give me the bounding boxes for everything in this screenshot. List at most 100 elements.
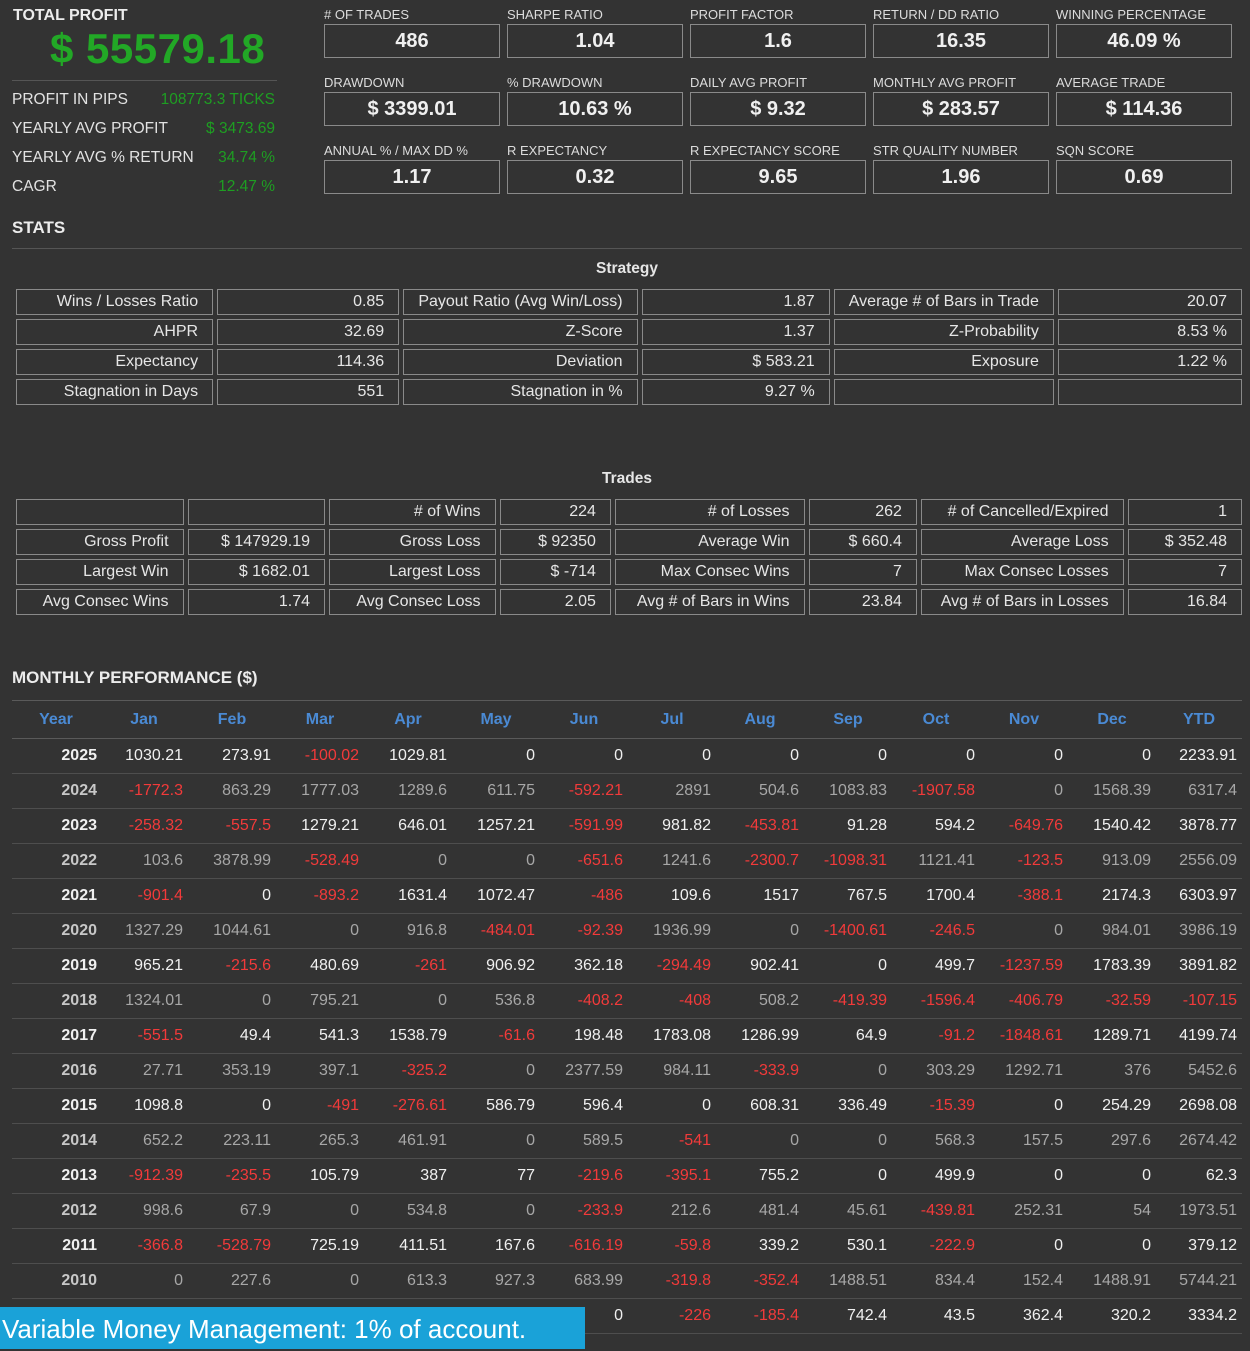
month-value-cell: 1121.41 <box>892 843 980 879</box>
month-value-cell: 795.21 <box>276 983 364 1019</box>
month-value-cell: -59.8 <box>628 1228 716 1264</box>
month-value-cell: 984.01 <box>1068 913 1156 949</box>
stat-value: 114.36 <box>217 349 400 375</box>
month-value-cell: 54 <box>1068 1193 1156 1229</box>
stat-label: Largest Win <box>16 559 184 585</box>
stat-label: # of Wins <box>329 499 496 525</box>
year-cell: 2022 <box>12 843 100 879</box>
metric-value: 46.09 % <box>1056 24 1232 58</box>
month-value-cell: -246.5 <box>892 913 980 949</box>
month-value-cell: 1568.39 <box>1068 773 1156 809</box>
month-value-cell: -333.9 <box>716 1053 804 1089</box>
month-value-cell: 198.48 <box>540 1018 628 1054</box>
month-value-cell: 0 <box>188 878 276 914</box>
monthly-performance-table: Year Jan Feb Mar Apr May Jun Jul Aug Sep Oct Nov Dec… <box>12 700 1242 1334</box>
metric-monthly-avg-profit: MONTHLY AVG PROFIT $ 283.57 <box>873 75 1049 126</box>
table-row: 2016 27.71 353.19 397.1 -325.2 0 2377.59 984.11… <box>12 1053 1242 1089</box>
summary-value: 34.74 % <box>218 149 275 166</box>
month-value-cell: 1286.99 <box>716 1018 804 1054</box>
month-value-cell: 212.6 <box>628 1193 716 1229</box>
metric-value: 10.63 % <box>507 92 683 126</box>
metric-value: $ 3399.01 <box>324 92 500 126</box>
month-value-cell: 1936.99 <box>628 913 716 949</box>
month-value-cell: 0 <box>452 1123 540 1159</box>
stat-value: 23.84 <box>808 589 917 615</box>
stat-value <box>187 499 325 525</box>
metric-value: 1.6 <box>690 24 866 58</box>
stat-label: # of Losses <box>614 499 805 525</box>
month-value-cell: 397.1 <box>276 1053 364 1089</box>
column-header: Aug <box>716 700 804 739</box>
column-header: May <box>452 700 540 739</box>
month-value-cell: 1973.51 <box>1156 1193 1242 1229</box>
metric-value: 1.04 <box>507 24 683 58</box>
month-value-cell: 1488.91 <box>1068 1263 1156 1299</box>
table-row: 2012 998.6 67.9 0 534.8 0 -233.9 212.6 481.4 45.6… <box>12 1193 1242 1229</box>
stat-value: 1.74 <box>187 589 325 615</box>
month-value-cell: 1257.21 <box>452 808 540 844</box>
column-header: Jul <box>628 700 716 739</box>
month-value-cell: 362.18 <box>540 948 628 984</box>
month-value-cell: 0 <box>100 1263 188 1299</box>
metric-average-trade: AVERAGE TRADE $ 114.36 <box>1056 75 1232 126</box>
month-value-cell: 0 <box>276 913 364 949</box>
stat-value: $ 92350 <box>499 529 611 555</box>
month-value-cell: 0 <box>980 1158 1068 1194</box>
metric-label: R EXPECTANCY <box>507 143 608 158</box>
stat-label: Largest Loss <box>329 559 496 585</box>
month-value-cell: 0 <box>716 738 804 774</box>
month-value-cell: 0 <box>892 738 980 774</box>
metric-return-dd-ratio: RETURN / DD RATIO 16.35 <box>873 7 1049 58</box>
month-value-cell: 223.11 <box>188 1123 276 1159</box>
stat-label: AHPR <box>16 319 214 345</box>
stat-value: 224 <box>499 499 611 525</box>
table-row: 2024 -1772.3 863.29 1777.03 1289.6 611.75 -592… <box>12 773 1242 809</box>
metric-r-expectancy: R EXPECTANCY 0.32 <box>507 143 683 194</box>
strategy-table: Wins / Losses Ratio 0.85 Payout Ratio (Avg… <box>12 285 1246 409</box>
year-cell: 2020 <box>12 913 100 949</box>
month-value-cell: 109.6 <box>628 878 716 914</box>
month-value-cell: -366.8 <box>100 1228 188 1264</box>
month-value-cell: 265.3 <box>276 1123 364 1159</box>
month-value-cell: 1783.39 <box>1068 948 1156 984</box>
month-value-cell: -912.39 <box>100 1158 188 1194</box>
month-value-cell: 998.6 <box>100 1193 188 1229</box>
stat-label: Deviation <box>403 349 638 375</box>
month-value-cell: 0 <box>364 983 452 1019</box>
divider <box>12 248 1242 249</box>
month-value-cell: -551.5 <box>100 1018 188 1054</box>
month-value-cell: 6317.4 <box>1156 773 1242 809</box>
month-value-cell: 0 <box>452 1193 540 1229</box>
metric-str-quality-number: STR QUALITY NUMBER 1.96 <box>873 143 1049 194</box>
stat-value: 2.05 <box>499 589 611 615</box>
trades-row: # of Wins 224 # of Losses 262 # of Cancelled… <box>16 499 1242 525</box>
month-value-cell: -1907.58 <box>892 773 980 809</box>
month-value-cell: 91.28 <box>804 808 892 844</box>
stat-label: Avg # of Bars in Losses <box>920 589 1124 615</box>
month-value-cell: 5452.6 <box>1156 1053 1242 1089</box>
trades-row: Largest Win $ 1682.01 Largest Loss $ -714 Ma… <box>16 559 1242 585</box>
month-value-cell: 0 <box>276 1193 364 1229</box>
month-value-cell: -233.9 <box>540 1193 628 1229</box>
month-value-cell: 1540.42 <box>1068 808 1156 844</box>
column-header: Oct <box>892 700 980 739</box>
metric-winning-percentage: WINNING PERCENTAGE 46.09 % <box>1056 7 1232 58</box>
year-cell: 2021 <box>12 878 100 914</box>
month-value-cell: 379.12 <box>1156 1228 1242 1264</box>
month-value-cell: 2174.3 <box>1068 878 1156 914</box>
month-value-cell: 1044.61 <box>188 913 276 949</box>
metric-r-expectancy-score: R EXPECTANCY SCORE 9.65 <box>690 143 866 194</box>
month-value-cell: -215.6 <box>188 948 276 984</box>
month-value-cell: 227.6 <box>188 1263 276 1299</box>
month-value-cell: 1241.6 <box>628 843 716 879</box>
stat-value: 1.22 % <box>1057 349 1242 375</box>
summary-row-yearly-avg-profit: YEARLY AVG PROFIT $ 3473.69 <box>12 120 275 140</box>
year-cell: 2016 <box>12 1053 100 1089</box>
year-cell: 2024 <box>12 773 100 809</box>
strategy-title: Strategy <box>595 260 659 277</box>
stat-label: Average Loss <box>920 529 1124 555</box>
month-value-cell: -32.59 <box>1068 983 1156 1019</box>
month-value-cell: 913.09 <box>1068 843 1156 879</box>
month-value-cell: 536.8 <box>452 983 540 1019</box>
month-value-cell: 586.79 <box>452 1088 540 1124</box>
